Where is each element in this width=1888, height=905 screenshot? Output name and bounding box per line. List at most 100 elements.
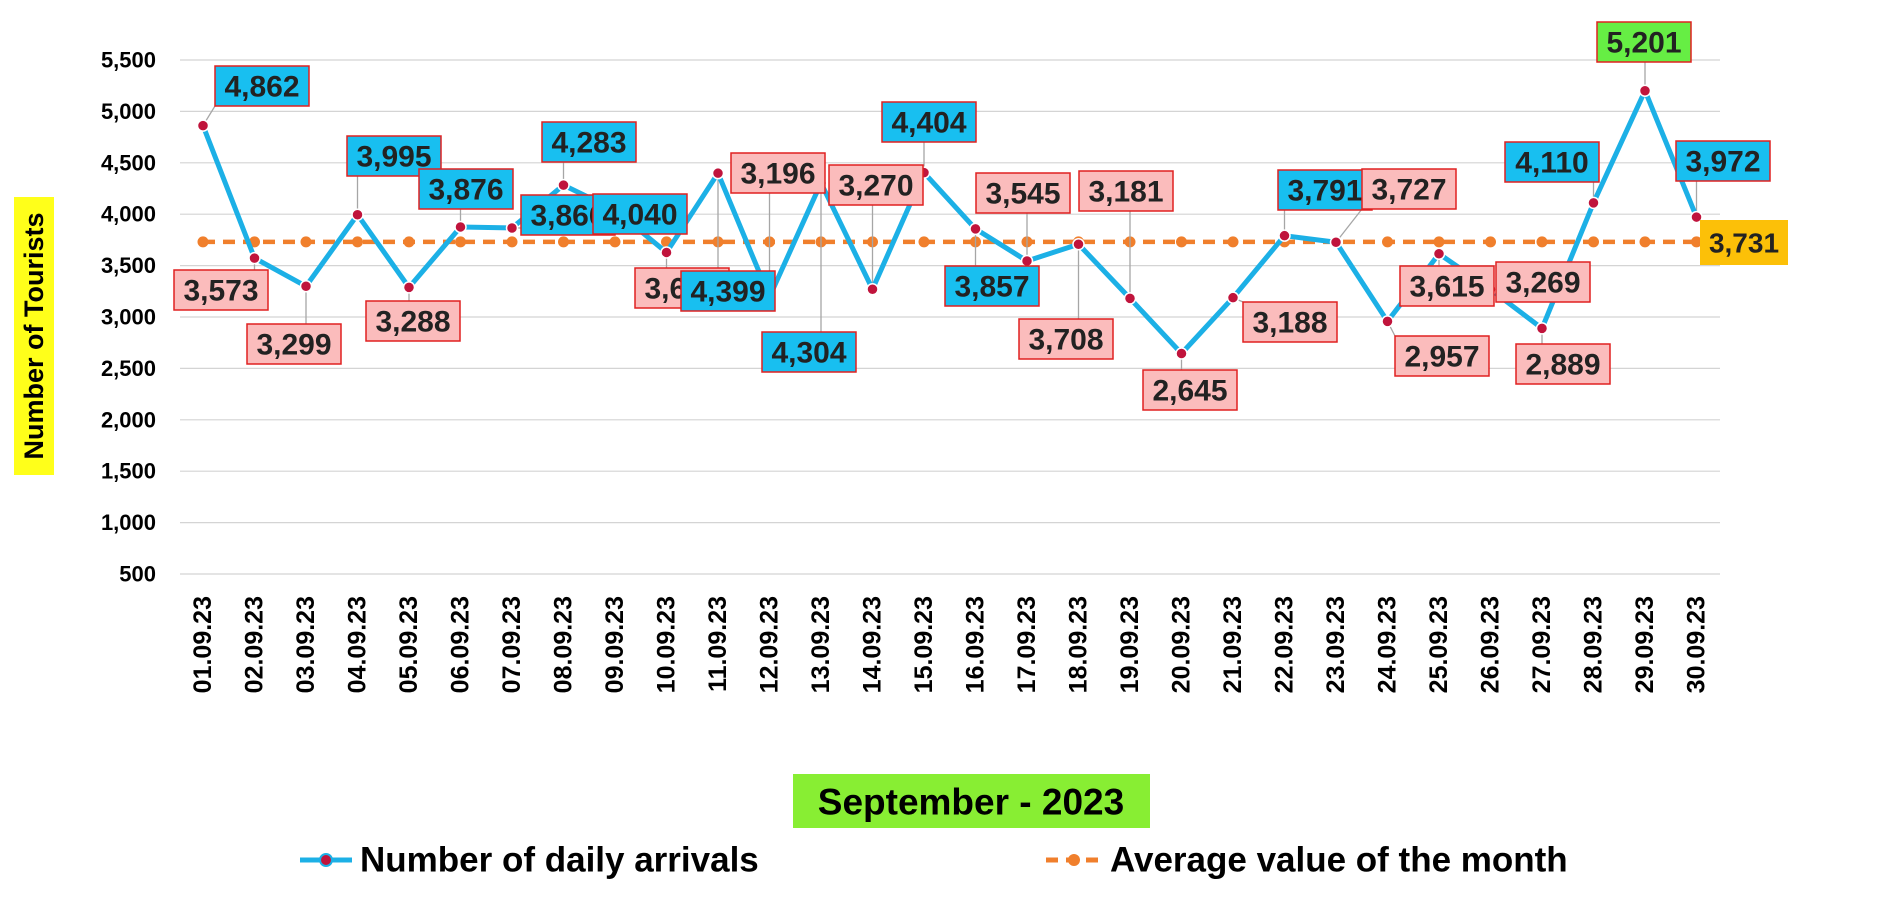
average-marker [1433,236,1445,248]
data-label-text: 2,889 [1525,349,1600,382]
average-marker [1639,236,1651,248]
data-label: 3,615 [1399,265,1495,307]
data-label-text: 3,196 [740,158,815,191]
data-point [402,281,416,294]
data-point [505,221,519,235]
x-tick-label: 15.09.23 [910,596,938,693]
average-marker [1588,236,1599,248]
data-label: 4,040 [592,193,688,235]
data-label-text: 3,995 [356,141,431,174]
data-point [1638,84,1652,97]
data-point [196,119,210,132]
x-tick-label: 09.09.23 [601,596,629,693]
average-line [197,236,1702,248]
x-tick-label: 27.09.23 [1528,596,1556,693]
data-label-text: 3,188 [1252,307,1327,340]
y-tick-label: 1,500 [101,459,156,484]
x-tick-label: 20.09.23 [1168,596,1196,693]
legend-marker-average [1068,854,1080,866]
data-point [866,282,879,296]
data-point [1690,210,1703,224]
y-tick-label: 1,000 [101,510,156,535]
data-label-text: 3,727 [1371,174,1446,207]
average-marker [300,236,312,248]
data-point [248,251,261,265]
data-point [1381,315,1394,328]
data-label: 3,288 [365,300,461,342]
average-marker [1227,236,1239,248]
x-tick-label: 07.09.23 [498,596,526,693]
data-label-box [680,270,776,312]
data-label: 4,304 [761,331,857,373]
average-marker [455,236,466,248]
x-tick-label: 22.09.23 [1271,596,1299,693]
average-marker [1382,236,1393,248]
data-label-text: 3,288 [375,306,450,339]
x-tick-label: 28.09.23 [1580,596,1608,693]
data-label-box [173,269,269,311]
data-label: 3,299 [246,323,342,365]
data-label-text: 3,181 [1088,176,1163,209]
data-label: 2,957 [1394,335,1490,377]
average-marker [1691,236,1702,248]
data-label-box [944,265,1040,307]
data-point [1278,229,1291,242]
data-label-box [1495,261,1591,303]
data-point [1587,196,1600,210]
average-marker [1176,236,1187,248]
data-point [660,246,673,259]
data-label-box [1515,343,1611,385]
data-labels: 4,8623,5733,2993,9953,2883,8763,8664,283… [173,21,1788,411]
x-tick-label: 21.09.23 [1219,596,1247,693]
x-tick-label: 01.09.23 [189,596,217,693]
x-tick-label: 04.09.23 [344,596,372,693]
data-point [711,166,725,180]
average-marker [1536,236,1548,248]
data-label-box [730,152,826,194]
data-label-box [365,300,461,342]
average-marker [197,236,209,248]
data-label-box [881,101,977,143]
x-tick-label: 23.09.23 [1322,596,1350,693]
y-axis-ticks: 500 1,000 1,500 2,000 2,500 3,000 3,500 4,000 4,… [101,48,156,587]
data-point [1123,292,1137,305]
data-label: 3,196 [730,152,826,194]
x-tick-label: 05.09.23 [395,596,423,693]
data-label-text: 3,269 [1505,267,1580,300]
data-label-text: 5,201 [1606,27,1681,60]
data-label-text: 3,299 [256,329,331,362]
data-point [1535,322,1549,335]
data-point [1329,236,1343,249]
data-label: 4,110 [1504,141,1600,183]
data-label: 3,708 [1018,318,1114,360]
data-label-box [214,65,310,107]
data-label: 3,972 [1675,140,1771,182]
data-label: 3,857 [944,265,1040,307]
data-label: 4,283 [541,121,637,163]
y-tick-label: 5,500 [101,48,156,73]
x-axis-title-bg [793,774,1150,828]
x-tick-label: 03.09.23 [292,596,320,693]
data-label-text: 2,645 [1152,375,1227,408]
x-tick-label: 13.09.23 [807,596,835,693]
average-label-text: 3,731 [1709,228,1779,259]
x-tick-label: 10.09.23 [653,596,681,693]
data-label-box [1078,170,1174,212]
data-label-box [246,323,342,365]
x-tick-label: 16.09.23 [962,596,990,693]
data-label: 4,404 [881,101,977,143]
data-point [1432,247,1446,261]
y-tick-label: 500 [119,562,156,587]
data-label: 4,862 [214,65,310,107]
average-data-label: 3,731 [1700,220,1788,265]
data-label: 3,270 [828,164,924,206]
data-point [1175,347,1188,360]
data-label-box [1504,141,1600,183]
data-label-text: 3,876 [428,174,503,207]
daily-arrivals-line [200,88,1699,356]
x-tick-label: 25.09.23 [1425,596,1453,693]
data-label: 3,727 [1361,168,1457,210]
x-axis-title: September - 2023 [793,774,1150,828]
data-label-box [1018,318,1114,360]
